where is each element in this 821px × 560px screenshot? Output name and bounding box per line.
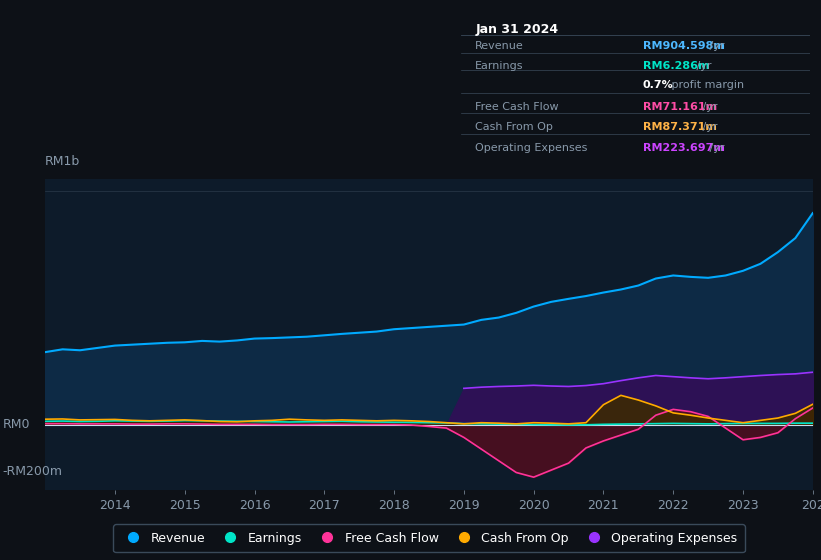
Text: 0.7%: 0.7%: [643, 80, 673, 90]
Text: /yr: /yr: [706, 143, 724, 153]
Text: Operating Expenses: Operating Expenses: [475, 143, 588, 153]
Text: profit margin: profit margin: [668, 80, 744, 90]
Text: /yr: /yr: [693, 62, 712, 72]
Text: RM0: RM0: [2, 418, 30, 431]
Text: Revenue: Revenue: [475, 41, 524, 51]
Text: RM223.697m: RM223.697m: [643, 143, 725, 153]
Text: Cash From Op: Cash From Op: [475, 122, 553, 132]
Text: RM1b: RM1b: [45, 155, 80, 168]
Text: RM904.598m: RM904.598m: [643, 41, 725, 51]
Legend: Revenue, Earnings, Free Cash Flow, Cash From Op, Operating Expenses: Revenue, Earnings, Free Cash Flow, Cash …: [113, 524, 745, 552]
Text: RM87.371m: RM87.371m: [643, 122, 717, 132]
Text: /yr: /yr: [699, 101, 718, 111]
Text: /yr: /yr: [706, 41, 724, 51]
Text: RM71.161m: RM71.161m: [643, 101, 717, 111]
Text: Free Cash Flow: Free Cash Flow: [475, 101, 559, 111]
Text: /yr: /yr: [699, 122, 718, 132]
Text: -RM200m: -RM200m: [2, 465, 62, 478]
Text: RM6.286m: RM6.286m: [643, 62, 709, 72]
Text: Jan 31 2024: Jan 31 2024: [475, 23, 558, 36]
Text: Earnings: Earnings: [475, 62, 524, 72]
